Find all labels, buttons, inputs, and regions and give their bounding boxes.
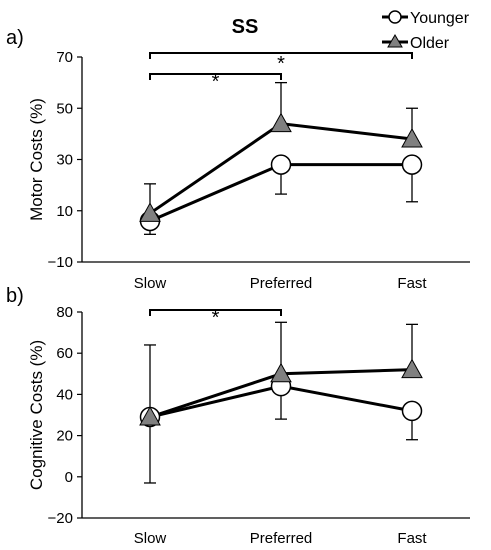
x-tick-label: Slow	[134, 275, 167, 292]
x-tick-label: Fast	[397, 530, 427, 547]
y-tick-label: 20	[56, 428, 73, 445]
younger-point	[401, 154, 423, 175]
y-tick-label: 30	[56, 152, 73, 169]
significance-bracket	[149, 52, 413, 59]
y-tick-label: 50	[56, 100, 73, 117]
significance-star: *	[212, 71, 220, 93]
significance-bracket	[149, 73, 282, 80]
older-point	[139, 202, 161, 222]
older-point	[401, 358, 423, 379]
y-tick-label: 10	[56, 203, 73, 220]
older-point	[401, 127, 423, 148]
significance-bracket	[149, 309, 282, 316]
x-tick-label: Preferred	[250, 275, 313, 292]
y-tick-label: 40	[56, 386, 73, 403]
y-tick-label: 60	[56, 345, 73, 362]
legend-younger-marker	[388, 10, 402, 24]
younger-point	[401, 400, 423, 422]
legend-older-marker	[387, 34, 403, 48]
x-tick-label: Fast	[397, 275, 427, 292]
y-axis-label: Cognitive Costs (%)	[27, 340, 46, 490]
y-tick-label: −10	[48, 254, 73, 271]
older-point	[270, 112, 292, 133]
y-tick-label: 70	[56, 49, 73, 66]
y-tick-label: 0	[65, 469, 73, 486]
older-point	[139, 406, 161, 426]
legend-younger-label: Younger	[410, 10, 470, 27]
x-tick-label: Preferred	[250, 530, 313, 547]
significance-star: *	[212, 307, 220, 329]
panel-b-cognitive-costs: b) −20 0 20 40 60 80 Cognitive Costs (%) Slow Pre…	[6, 285, 470, 547]
panel-a-motor-costs: a) −10 10 30 50 70 Motor Costs (%) Slow Preferre…	[6, 27, 470, 292]
younger-point	[270, 154, 292, 175]
x-tick-label: Slow	[134, 530, 167, 547]
legend: Younger Older	[382, 10, 470, 52]
y-tick-label: 80	[56, 304, 73, 321]
y-axis-label: Motor Costs (%)	[27, 98, 46, 221]
figure-title: SS	[232, 16, 259, 38]
legend-older-label: Older	[410, 35, 450, 52]
significance-star: *	[277, 53, 285, 75]
panel-label: b)	[6, 285, 24, 307]
y-tick-label: −20	[48, 510, 73, 527]
panel-label: a)	[6, 27, 24, 49]
older-point	[270, 362, 292, 383]
